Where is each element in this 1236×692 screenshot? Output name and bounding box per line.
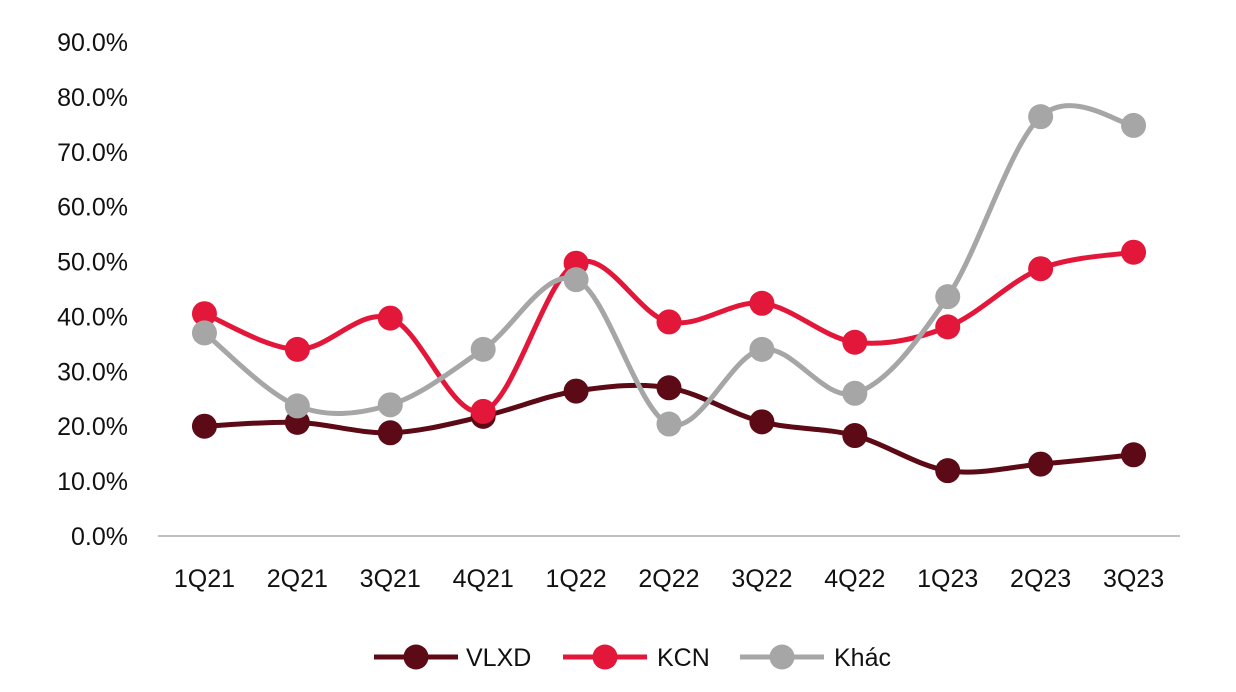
y-tick-label: 10.0% — [57, 468, 128, 496]
y-axis: 0.0% 10.0% 20.0% 30.0% 40.0% 50.0% 60.0% 70.0% 8… — [57, 29, 128, 551]
data-point — [842, 423, 868, 449]
data-point — [191, 413, 217, 439]
data-point — [749, 290, 775, 316]
x-tick-label: 1Q23 — [917, 565, 978, 593]
data-point — [1028, 451, 1054, 477]
legend-label: VLXD — [466, 644, 531, 672]
series-line — [201, 249, 1137, 415]
series-khác — [191, 103, 1147, 437]
series-layer — [191, 103, 1147, 484]
data-point — [284, 336, 310, 362]
data-point — [470, 336, 496, 362]
data-point — [842, 329, 868, 355]
x-tick-label: 4Q21 — [453, 565, 514, 593]
legend-marker — [769, 644, 795, 670]
data-point — [1121, 442, 1147, 468]
data-point — [1028, 104, 1054, 130]
x-axis: 1Q21 2Q21 3Q21 4Q21 1Q22 2Q22 3Q22 4Q22 1Q23 2Q23… — [174, 565, 1164, 593]
data-point — [377, 305, 403, 331]
series-kcn — [191, 239, 1147, 424]
legend-item-vlxd: VLXD — [374, 644, 531, 672]
data-point — [191, 320, 217, 346]
x-tick-label: 2Q22 — [638, 565, 699, 593]
y-tick-label: 50.0% — [57, 249, 128, 277]
data-point — [842, 380, 868, 406]
y-tick-label: 90.0% — [57, 29, 128, 57]
y-tick-label: 60.0% — [57, 194, 128, 222]
data-point — [191, 301, 217, 327]
y-tick-label: 30.0% — [57, 358, 128, 386]
series-vlxd — [191, 375, 1147, 484]
data-point — [470, 398, 496, 424]
x-tick-label: 4Q22 — [824, 565, 885, 593]
data-point — [284, 393, 310, 419]
data-point — [377, 420, 403, 446]
x-tick-label: 1Q22 — [546, 565, 607, 593]
data-point — [935, 314, 961, 340]
data-point — [563, 267, 589, 293]
legend-label: KCN — [657, 644, 710, 672]
data-point — [656, 309, 682, 335]
data-point — [1028, 256, 1054, 282]
legend-marker — [403, 644, 429, 670]
data-point — [935, 458, 961, 484]
x-tick-label: 1Q21 — [174, 565, 235, 593]
x-tick-label: 3Q23 — [1103, 565, 1164, 593]
data-point — [656, 411, 682, 437]
data-point — [1121, 112, 1147, 138]
legend: VLXD KCN Khác — [374, 644, 891, 672]
y-tick-label: 70.0% — [57, 139, 128, 167]
data-point — [749, 409, 775, 435]
x-tick-label: 2Q23 — [1010, 565, 1071, 593]
x-tick-label: 2Q21 — [267, 565, 328, 593]
legend-item-kcn: KCN — [563, 644, 710, 672]
legend-marker — [592, 644, 618, 670]
y-tick-label: 40.0% — [57, 303, 128, 331]
legend-item-khác: Khác — [740, 644, 891, 672]
data-point — [656, 375, 682, 401]
legend-label: Khác — [834, 644, 891, 672]
data-point — [935, 284, 961, 310]
data-point — [1121, 239, 1147, 265]
y-tick-label: 0.0% — [71, 523, 128, 551]
x-tick-label: 3Q22 — [731, 565, 792, 593]
data-point — [563, 378, 589, 404]
data-point — [377, 392, 403, 418]
y-tick-label: 20.0% — [57, 413, 128, 441]
x-tick-label: 3Q21 — [360, 565, 421, 593]
data-point — [749, 336, 775, 362]
y-tick-label: 80.0% — [57, 84, 128, 112]
